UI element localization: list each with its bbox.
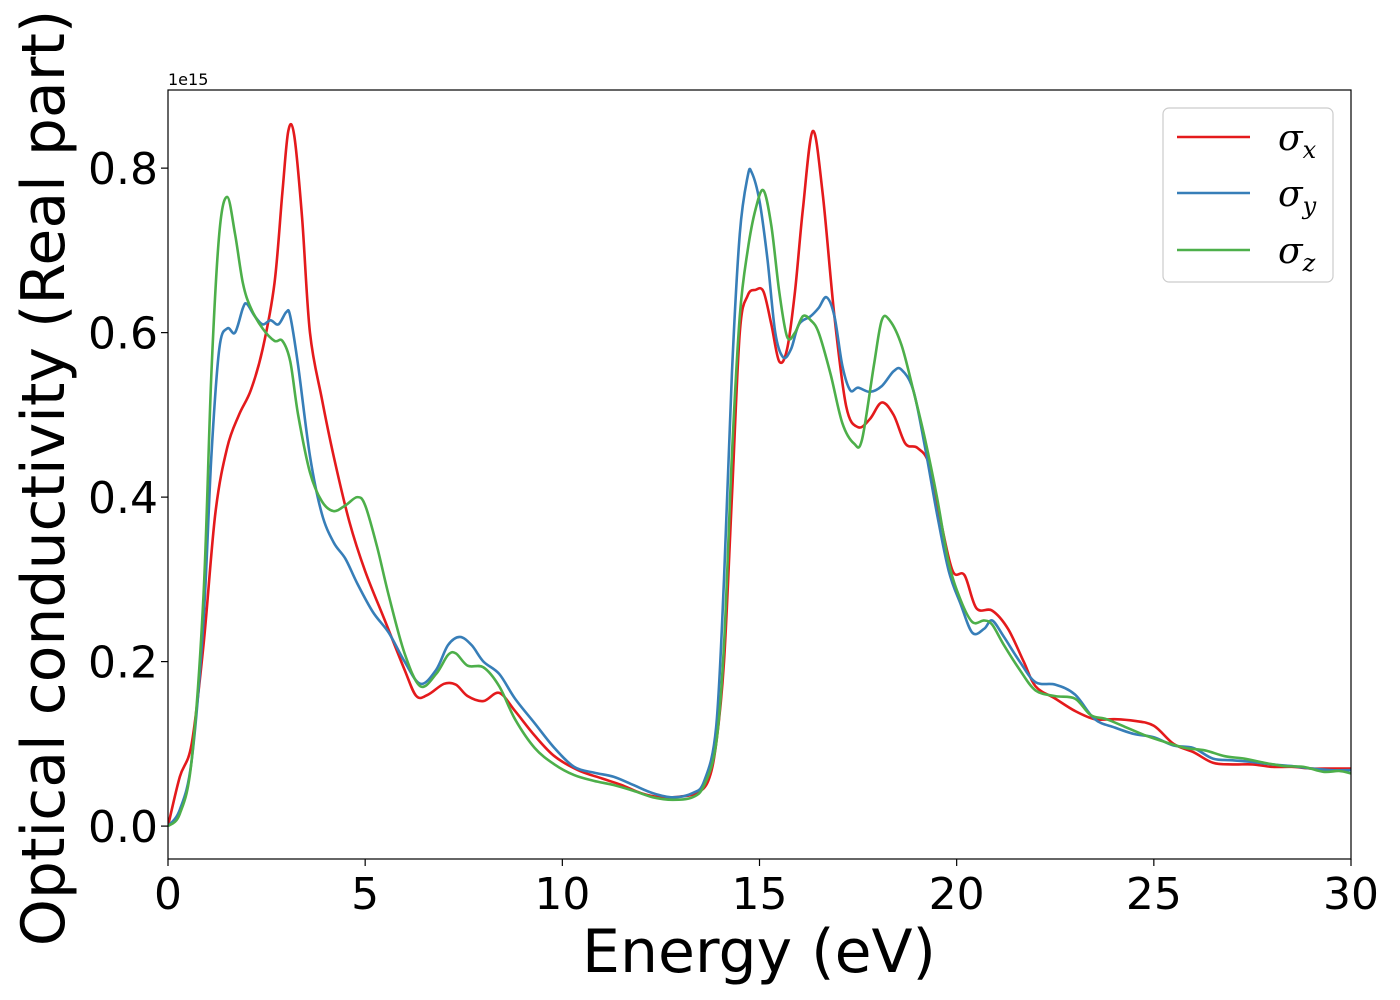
x-tick-label: 30 bbox=[1323, 869, 1379, 920]
y-tick-label: 0.2 bbox=[88, 638, 158, 689]
x-tick-label: 0 bbox=[154, 869, 182, 920]
series-line-y bbox=[168, 167, 1351, 827]
x-tick-label: 25 bbox=[1126, 869, 1182, 920]
series-layer bbox=[168, 122, 1351, 828]
legend-label-z: σz bbox=[1278, 231, 1316, 277]
x-tick-label: 15 bbox=[732, 869, 788, 920]
x-tick-label: 20 bbox=[929, 869, 985, 920]
legend: σx σy σz bbox=[1162, 107, 1334, 283]
y-axis-label: Optical conductivity (Real part) bbox=[9, 10, 79, 947]
y-tick-label: 0.8 bbox=[88, 144, 158, 195]
y-tick-label: 0.0 bbox=[88, 802, 158, 853]
y-tick-label: 0.4 bbox=[88, 473, 158, 524]
legend-box bbox=[1162, 107, 1334, 283]
ticks-layer: 0 5 10 15 20 25 30 0.0 0.2 0.4 0.6 0.8 bbox=[88, 144, 1379, 920]
y-offset-label: 1e15 bbox=[168, 70, 208, 89]
series-line-z bbox=[168, 188, 1351, 828]
legend-label-y: σy bbox=[1278, 174, 1317, 220]
legend-label-x: σx bbox=[1278, 118, 1317, 164]
y-tick-label: 0.6 bbox=[88, 309, 158, 360]
x-tick-label: 5 bbox=[351, 869, 379, 920]
legend-entries: σx σy σz bbox=[1177, 118, 1317, 277]
x-axis-label: Energy (eV) bbox=[582, 917, 936, 987]
x-tick-label: 10 bbox=[534, 869, 590, 920]
